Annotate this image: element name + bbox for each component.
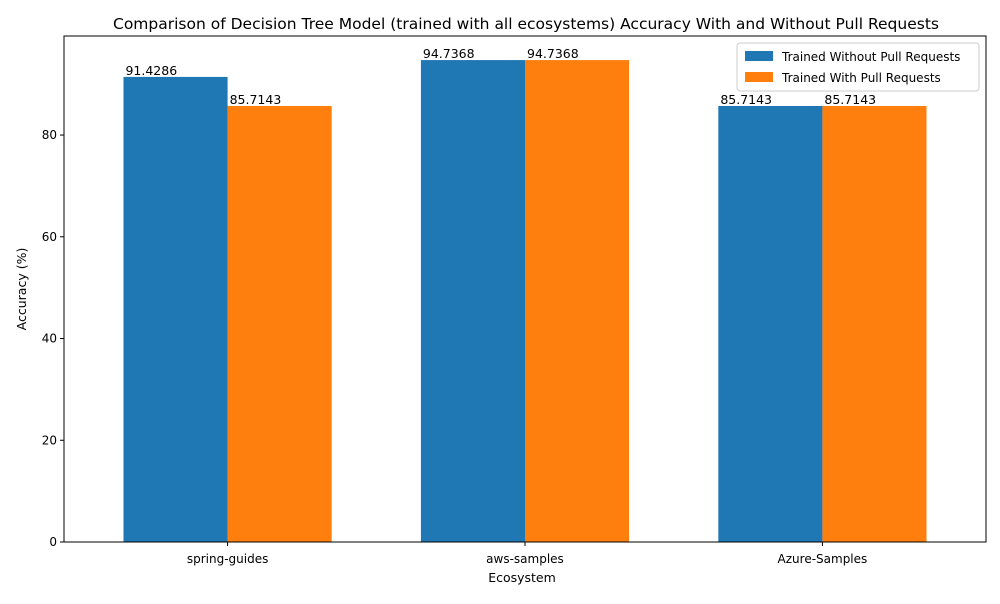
legend: Trained Without Pull Requests Trained Wit… bbox=[736, 42, 980, 92]
bar-Azure-Samples-without-pr bbox=[718, 105, 823, 543]
data-label: 85.7143 bbox=[720, 92, 772, 107]
data-label: 85.7143 bbox=[230, 92, 282, 107]
y-axis-label: Accuracy (%) bbox=[14, 248, 29, 331]
chart-title: Comparison of Decision Tree Model (train… bbox=[113, 15, 939, 33]
legend-swatch bbox=[745, 72, 773, 82]
bars-layer bbox=[123, 60, 927, 543]
data-label: 94.7368 bbox=[423, 46, 475, 61]
legend-swatch bbox=[745, 51, 773, 61]
data-label: 85.7143 bbox=[824, 92, 876, 107]
y-tick-label: 60 bbox=[42, 230, 57, 244]
data-label: 94.7368 bbox=[527, 46, 579, 61]
y-tick-label: 20 bbox=[42, 433, 57, 447]
x-axis-label: Ecosystem bbox=[488, 570, 556, 585]
bar-spring-guides-with-pr bbox=[227, 105, 332, 543]
data-labels-layer: 91.4286 94.7368 85.7143 85.7143 94.7368 85.71… bbox=[125, 46, 876, 107]
legend-box bbox=[736, 42, 980, 92]
bar-Azure-Samples-with-pr bbox=[822, 105, 927, 543]
data-label: 91.4286 bbox=[125, 63, 177, 78]
y-tick-label: 80 bbox=[42, 128, 57, 142]
bar-aws-samples-with-pr bbox=[525, 60, 630, 542]
y-tick-label: 40 bbox=[42, 332, 57, 346]
x-tick-label: Azure-Samples bbox=[778, 552, 868, 566]
bar-aws-samples-without-pr bbox=[420, 60, 525, 542]
legend-label: Trained With Pull Requests bbox=[781, 71, 941, 85]
x-tick-label: aws-samples bbox=[486, 552, 564, 566]
axes-layer: 0 20 40 60 80 spring-guides aws-samples Azure-S… bbox=[42, 35, 987, 566]
y-tick-label: 0 bbox=[49, 535, 57, 549]
bar-spring-guides-without-pr bbox=[123, 76, 228, 543]
x-tick-label: spring-guides bbox=[187, 552, 269, 566]
legend-label: Trained Without Pull Requests bbox=[781, 50, 960, 64]
